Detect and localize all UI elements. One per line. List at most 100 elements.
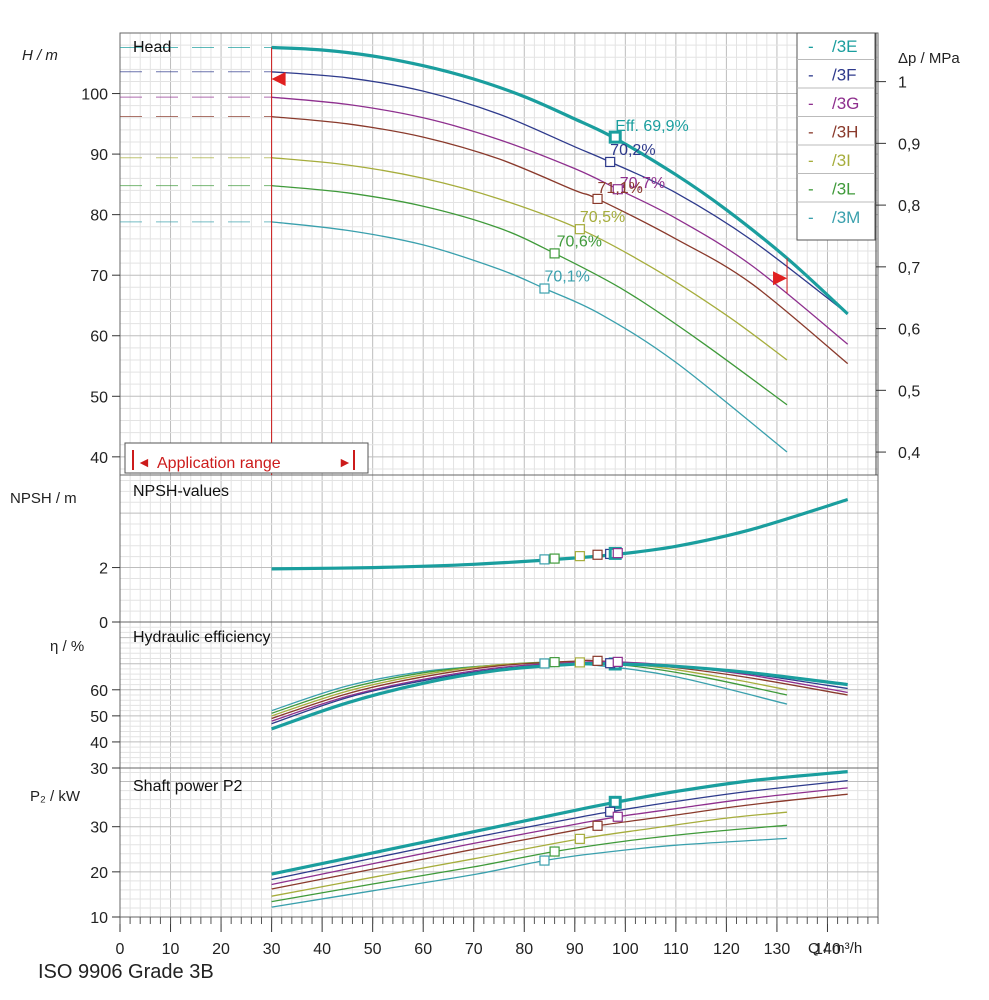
head-efficiency-label-3I: 70,5%: [580, 209, 625, 226]
power-curve-3H: [271, 793, 848, 890]
power-bep-marker-3H: [592, 820, 603, 831]
x-tick-label: 60: [414, 941, 432, 958]
npsh-y-tick-label: 0: [99, 615, 108, 632]
head-y-tick-label: 40: [90, 450, 108, 467]
legend-entry-3F: /3F: [832, 66, 857, 85]
application-range-box: ◄ ► Application range: [124, 442, 369, 474]
grid-layer: [119, 32, 879, 918]
head-y-tick-label: 80: [90, 208, 108, 225]
q-xlabel: Q / m³/h: [808, 940, 862, 957]
head-curve-3H: [271, 115, 849, 365]
head-bep-marker-3F: [605, 156, 616, 168]
axes-layer: [112, 32, 886, 932]
head-y-tick-label: 50: [90, 389, 108, 406]
left-arrow-icon: ◄: [137, 454, 151, 470]
efficiency-y-tick-label: 30: [90, 761, 108, 778]
head-panel-title: Head: [133, 39, 171, 56]
x-tick-label: 10: [162, 941, 180, 958]
legend-dash: -: [808, 94, 814, 113]
power-panel-frame: [119, 767, 879, 918]
pressure-tick-label: 0,5: [898, 383, 920, 400]
npsh-bep-marker-3G: [612, 548, 623, 559]
legend-dash: -: [808, 180, 814, 199]
legend: -/3E-/3F-/3G-/3H-/3I-/3L-/3M: [796, 32, 876, 241]
power-bep-marker-3M: [539, 855, 550, 866]
head-curve-3E: [271, 45, 849, 316]
head-y-tick-label: 70: [90, 268, 108, 285]
power-bep-marker-3I: [574, 833, 585, 844]
npsh-y-tick-label: 2: [99, 561, 108, 578]
efficiency-panel-title: Hydraulic efficiency: [133, 629, 271, 646]
head-efficiency-label-3L: 70,6%: [557, 233, 602, 250]
x-tick-label: 80: [515, 941, 533, 958]
head-efficiency-label-3E: Eff. 69,9%: [615, 118, 689, 135]
pressure-tick-label: 0,4: [898, 445, 920, 462]
head-efficiency-label-3G: 70,7%: [620, 175, 665, 192]
x-tick-label: 0: [116, 941, 125, 958]
efficiency-bep-marker-3I: [574, 657, 585, 668]
head-bep-marker-3G: [612, 184, 623, 195]
npsh-bep-marker-3I: [574, 551, 585, 562]
legend-entry-3L: /3L: [832, 180, 856, 199]
legend-dash: -: [808, 37, 814, 56]
power-y-tick-label: 20: [90, 865, 108, 882]
pressure-tick-label: 0,6: [898, 322, 920, 339]
x-tick-label: 100: [612, 941, 639, 958]
efficiency-bep-marker-3H: [592, 655, 603, 666]
x-tick-label: 50: [364, 941, 382, 958]
x-tick-label: 30: [263, 941, 281, 958]
power-curve-3L: [271, 824, 788, 903]
head-bep-marker-3I: [574, 224, 585, 235]
npsh-bep-marker-3L: [549, 553, 560, 564]
efficiency-bep-marker-3M: [539, 658, 550, 669]
pressure-tick-label: 0,9: [898, 136, 920, 153]
head-y-tick-label: 100: [81, 87, 108, 104]
npsh-curve-3E: [271, 497, 849, 571]
head-curve-3F: [271, 71, 849, 315]
legend-entry-3H: /3H: [832, 123, 858, 142]
pressure-tick-label: 1: [898, 75, 907, 92]
efficiency-curve-3E: [271, 661, 848, 731]
power-curve-3E: [271, 770, 848, 876]
head-efficiency-label-3H: 71,1%: [598, 180, 643, 197]
head-curve-3M: [271, 221, 788, 453]
head-curve-3I: [271, 157, 788, 361]
power-bep-marker-3E: [608, 795, 622, 809]
head-bep-marker-3H: [592, 193, 603, 205]
x-tick-label: 40: [313, 941, 331, 958]
labels-layer: 40506070809010002304050601020300,40,50,6…: [81, 75, 920, 958]
legend-dash: -: [808, 123, 814, 142]
legend-entry-3M: /3M: [832, 208, 860, 227]
x-tick-label: 70: [465, 941, 483, 958]
legend-dash: -: [808, 208, 814, 227]
head-y-tick-label: 90: [90, 147, 108, 164]
x-tick-label: 130: [764, 941, 791, 958]
application-range-label: Application range: [157, 455, 281, 472]
right-arrow-icon: ►: [338, 454, 352, 470]
head-efficiency-label-3M: 70,1%: [544, 269, 589, 286]
head-bep-marker-3E: [608, 130, 622, 144]
application-range-start-marker: [271, 72, 286, 87]
head-curve-3L: [271, 184, 788, 406]
power-bep-marker-3G: [612, 811, 623, 822]
head-bep-marker-3L: [549, 248, 560, 259]
efficiency-y-tick-label: 40: [90, 735, 108, 752]
legend-dash: -: [808, 151, 814, 170]
npsh-bep-marker-3H: [592, 549, 603, 560]
head-efficiency-label-3F: 70,2%: [610, 142, 655, 159]
legend-entry-3G: /3G: [832, 94, 859, 113]
npsh-bep-marker-3M: [539, 554, 550, 565]
efficiency-ylabel: η / %: [50, 638, 84, 655]
power-curve-3I: [271, 811, 788, 897]
efficiency-y-tick-label: 60: [90, 683, 108, 700]
legend-dash: -: [808, 66, 814, 85]
power-ylabel: P₂ / kW: [30, 788, 81, 805]
application-range-end-marker: [773, 271, 788, 286]
power-panel-title: Shaft power P2: [133, 778, 243, 795]
npsh-panel-title: NPSH-values: [133, 483, 229, 500]
efficiency-bep-marker-3L: [549, 657, 560, 668]
pressure-tick-label: 0,7: [898, 260, 920, 277]
power-y-tick-label: 30: [90, 820, 108, 837]
x-tick-label: 120: [713, 941, 740, 958]
